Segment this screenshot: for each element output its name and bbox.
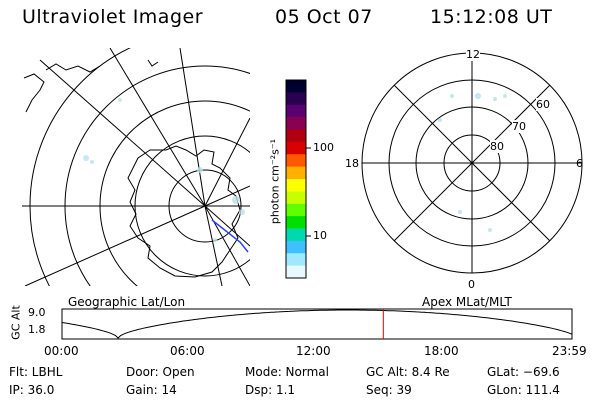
colorbar-tick-10: 10 [313,229,327,242]
app-title: Ultraviolet Imager [22,6,204,28]
date-label: 05 Oct 07 [275,6,373,28]
colorbar-swatch [286,154,306,168]
altitude-curve [61,309,573,339]
colorbar-swatch [286,179,306,192]
left-map-caption: Geographic Lat/Lon [68,295,186,309]
meridian-line [109,48,206,207]
colorbar-swatch [286,240,306,254]
status-mode: Mode: Normal [245,365,329,379]
time-tick-2359: 23:59 [552,344,587,358]
colorbar-swatch [286,191,306,205]
altitude-plot-frame [61,308,573,340]
status-gc-alt: GC Alt: 8.4 Re [366,365,450,379]
status-dsp: Dsp: 1.1 [245,383,296,397]
colorbar-swatch [286,92,306,106]
colorbar-swatch [286,141,306,155]
status-gain: Gain: 14 [126,383,177,397]
coastline [45,63,101,73]
colorbar-gradient [286,80,306,279]
mlat-label-70: 70 [512,120,526,133]
time-tick-0600: 06:00 [170,344,205,358]
coastline [23,73,45,113]
colorbar-swatch [286,80,306,93]
mlt-label-0: 0 [468,278,475,291]
mlt-label-6: 6 [576,157,583,170]
altitude-ytick-min: 1.8 [28,323,46,336]
altitude-ylabel: GC Alt [9,305,23,340]
colorbar-swatch [286,203,306,217]
right-map-caption: Apex MLat/MLT [422,295,512,309]
mlt-line [393,84,551,242]
altitude-ytick-max: 9.0 [28,306,46,319]
mlat-label-80: 80 [490,140,504,153]
status-flt: Flt: LBHL [9,365,63,379]
colorbar-swatch [286,216,306,229]
colorbar-swatch [286,265,306,279]
coastline [127,145,241,278]
coastline [147,59,159,67]
status-door: Door: Open [126,365,195,379]
status-ip: IP: 36.0 [9,383,55,397]
time-label: 15:12:08 UT [430,6,553,28]
time-tick-0000: 00:00 [44,344,79,358]
mlt-label-18: 18 [345,157,359,170]
colorbar-swatch [286,117,306,130]
status-glat: GLat: −69.6 [487,365,560,379]
meridian-line [39,59,206,207]
mlat-label-60: 60 [536,98,550,111]
colorbar-swatch [286,129,306,143]
mlt-label-12: 12 [466,48,480,61]
colorbar-swatch [286,166,306,180]
colorbar-tick-100: 100 [313,141,334,154]
meridian-line [179,48,206,207]
colorbar-swatch [286,104,306,118]
status-seq: Seq: 39 [366,383,412,397]
status-glon: GLon: 111.4 [487,383,560,397]
colorbar-swatch [286,253,306,267]
time-tick-1800: 18:00 [424,344,459,358]
time-tick-1200: 12:00 [296,344,331,358]
colorbar-swatch [286,228,306,242]
meridian-line [24,205,206,286]
